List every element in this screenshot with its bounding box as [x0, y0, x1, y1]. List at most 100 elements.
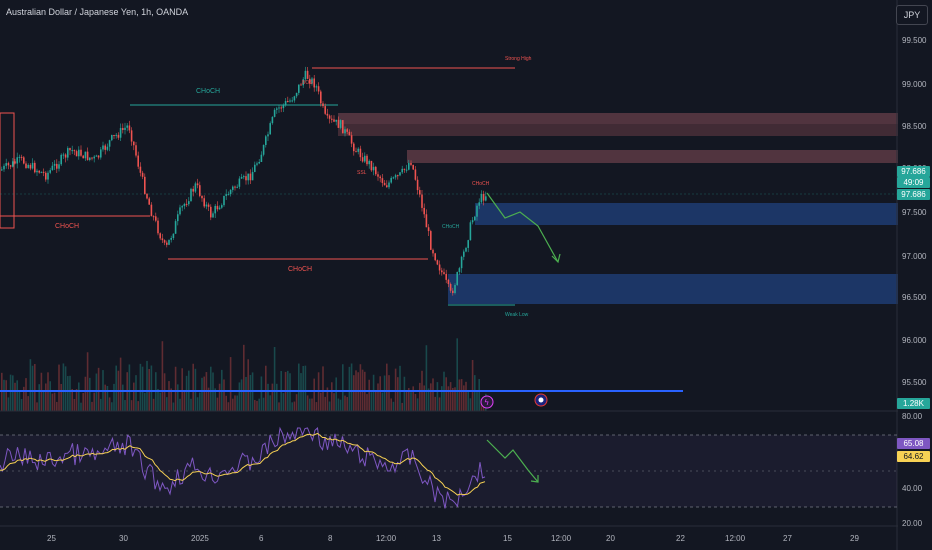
volume-bar [425, 345, 428, 411]
candle [64, 154, 67, 158]
volume-bar [399, 365, 401, 411]
volume-bar [463, 385, 465, 411]
candle [80, 149, 82, 156]
volume-bar [3, 379, 5, 411]
volume-bar [71, 389, 73, 411]
strong-high-label: Strong High [505, 56, 532, 62]
volume-bar [243, 344, 245, 411]
volume-bar [267, 383, 269, 411]
volume-bar [18, 391, 21, 411]
candle [174, 221, 177, 234]
candle [260, 154, 263, 162]
volume-bar [38, 384, 40, 411]
candle [93, 156, 95, 159]
candle [410, 163, 412, 165]
volume-bar [7, 397, 10, 411]
candle [124, 127, 126, 130]
candle [306, 70, 309, 79]
rsi-projection-path [486, 439, 539, 483]
candle [366, 155, 368, 165]
volume-bar [82, 393, 84, 411]
candle [432, 249, 434, 254]
volume-bar [196, 397, 199, 411]
volume-bar [190, 398, 192, 411]
candle [430, 231, 432, 250]
candle [119, 128, 122, 138]
candle [474, 216, 476, 221]
volume-bar [124, 400, 126, 411]
volume-bar [51, 393, 54, 411]
volume-bar [454, 387, 456, 411]
candle [445, 273, 447, 280]
volume-bar [144, 392, 146, 411]
volume-bar [45, 383, 47, 411]
volume-bar [174, 366, 177, 411]
candle [122, 128, 124, 130]
volume-bar [441, 386, 443, 411]
volume-bar [460, 379, 463, 411]
candle [421, 194, 423, 208]
candle [254, 164, 256, 172]
time-axis-label: 25 [47, 534, 56, 543]
candle [157, 220, 159, 234]
candle [337, 119, 340, 128]
candle [201, 195, 203, 199]
volume-bar [163, 373, 166, 411]
volume-bar [207, 387, 210, 411]
volume-bar [348, 366, 351, 411]
choch-label-green: CHoCH [196, 88, 221, 95]
time-axis-label: 15 [503, 534, 512, 543]
candle [258, 161, 260, 164]
candle [159, 233, 161, 239]
candle [130, 130, 133, 142]
volume-bar [320, 392, 322, 411]
time-axis-label: 30 [119, 534, 128, 543]
candle [218, 207, 221, 210]
volume-bar [430, 383, 432, 411]
candle [284, 101, 287, 105]
volume-bar [408, 388, 410, 411]
candle [458, 268, 461, 273]
volume-bar [458, 379, 461, 411]
candle [47, 172, 49, 180]
candle [465, 247, 467, 252]
candle [91, 157, 93, 159]
volume-bar [254, 399, 256, 411]
candle [383, 182, 386, 186]
candle [73, 150, 76, 152]
candle [128, 125, 131, 131]
candle [302, 79, 304, 86]
volume-bar [201, 377, 203, 411]
candle [56, 163, 58, 169]
candle [108, 140, 111, 147]
volume-bar [471, 360, 474, 411]
volume-bar [42, 391, 45, 411]
volume-bar [478, 379, 480, 411]
candle [456, 272, 458, 286]
candle [3, 165, 5, 170]
volume-bar [34, 364, 36, 411]
candle [249, 173, 252, 181]
volume-bar [416, 398, 419, 411]
candle [221, 205, 223, 208]
volume-bar [445, 377, 447, 411]
candle [223, 195, 225, 206]
volume-bar [245, 377, 247, 411]
volume-bar [25, 378, 27, 411]
candle [238, 178, 241, 187]
candle [482, 193, 485, 201]
volume-bar [278, 402, 280, 411]
candle [339, 120, 342, 128]
symbol-title[interactable]: Australian Dollar / Japanese Yen, 1h, OA… [6, 7, 189, 17]
currency-button[interactable]: JPY [896, 5, 928, 25]
candle [148, 198, 150, 205]
lightning-event-icon[interactable] [480, 395, 494, 409]
volume-bar [115, 365, 117, 411]
volume-bar [93, 392, 95, 411]
volume-bar [16, 380, 18, 411]
rsi-projection-arrowhead [530, 475, 539, 483]
candle [126, 125, 128, 128]
volume-bar [302, 365, 304, 411]
volume-bar [465, 381, 467, 411]
